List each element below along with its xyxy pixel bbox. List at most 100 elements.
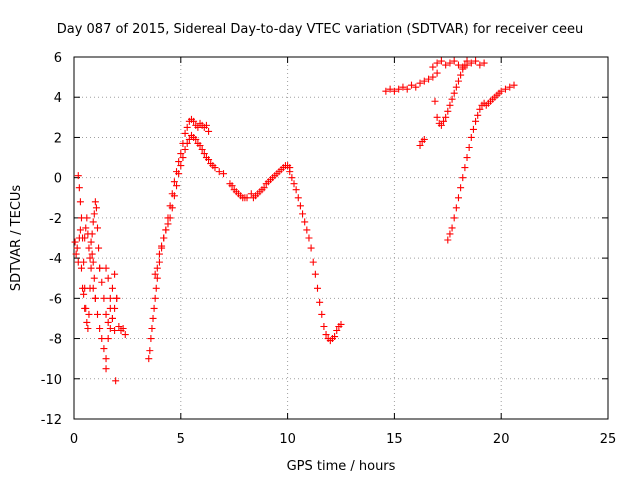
data-point	[220, 170, 228, 178]
series-arc-q	[444, 81, 518, 244]
data-point	[243, 194, 251, 202]
grid-layer	[74, 57, 608, 419]
data-point	[450, 57, 458, 65]
data-point	[215, 168, 223, 176]
data-point	[444, 236, 452, 244]
data-point	[301, 218, 309, 226]
data-point	[446, 101, 454, 109]
data-point	[198, 146, 206, 154]
data-point	[175, 158, 183, 166]
data-point	[247, 190, 255, 198]
data-point	[228, 182, 236, 190]
data-point	[185, 135, 193, 143]
data-point	[452, 204, 460, 212]
data-point	[151, 270, 159, 278]
data-point	[83, 318, 91, 326]
data-point	[80, 258, 88, 266]
data-point	[71, 238, 79, 246]
data-point	[299, 210, 307, 218]
data-point	[437, 57, 445, 65]
data-point	[173, 182, 181, 190]
series-arc-i	[155, 131, 228, 258]
data-point	[82, 224, 90, 232]
data-point	[463, 61, 471, 69]
data-point	[73, 244, 81, 252]
data-point	[454, 194, 462, 202]
data-point	[119, 325, 127, 332]
data-point	[318, 310, 326, 318]
data-point	[395, 85, 403, 93]
data-point	[311, 270, 319, 278]
data-point	[440, 117, 448, 125]
data-point	[467, 133, 475, 141]
data-point	[205, 156, 213, 164]
plot-frame	[73, 56, 609, 420]
data-point	[84, 325, 92, 332]
data-marks	[71, 57, 518, 385]
series-arc-e	[96, 264, 129, 339]
data-point	[147, 335, 155, 343]
data-point	[403, 85, 411, 93]
series-arc-f	[102, 264, 119, 335]
y-tick-label: -10	[41, 373, 62, 388]
data-point	[448, 95, 456, 103]
data-point	[407, 81, 415, 89]
data-point	[158, 242, 166, 250]
data-point	[106, 325, 114, 332]
data-point	[457, 184, 465, 192]
data-point	[183, 139, 191, 147]
data-point	[501, 85, 509, 93]
data-point	[205, 127, 213, 135]
data-point	[166, 214, 174, 222]
data-point	[149, 314, 157, 322]
data-point	[446, 59, 454, 67]
ticks-layer	[73, 56, 609, 420]
data-point	[431, 97, 439, 105]
data-point	[194, 123, 202, 131]
data-point	[437, 121, 445, 129]
data-point	[100, 345, 108, 353]
data-point	[77, 264, 85, 272]
data-point	[294, 194, 302, 202]
data-point	[146, 347, 154, 355]
data-point	[200, 150, 208, 158]
data-point	[433, 69, 441, 77]
data-point	[337, 320, 345, 328]
data-point	[450, 89, 458, 97]
data-point	[89, 258, 97, 266]
data-point	[83, 214, 91, 222]
data-point	[151, 294, 159, 302]
data-point	[100, 294, 108, 302]
data-point	[75, 184, 83, 192]
data-point	[81, 234, 89, 242]
data-point	[86, 254, 94, 262]
data-point	[76, 226, 84, 234]
data-point	[160, 234, 168, 242]
data-point	[91, 294, 99, 302]
series-arc-n	[416, 135, 428, 149]
data-point	[108, 314, 116, 322]
data-point	[472, 117, 480, 125]
series-arc-b	[74, 172, 99, 332]
data-point	[88, 230, 96, 238]
data-point	[96, 264, 104, 272]
x-tick-label: 15	[386, 432, 403, 447]
data-point	[150, 304, 158, 312]
y-tick-label: 6	[54, 51, 62, 66]
y-axis-label: SDTVAR / TECUs	[9, 185, 24, 292]
data-point	[104, 335, 112, 343]
data-point	[314, 284, 322, 292]
data-point	[316, 298, 324, 306]
data-point	[192, 135, 200, 143]
data-point	[92, 204, 100, 212]
data-point	[476, 61, 484, 69]
data-point	[202, 121, 210, 129]
data-point	[155, 250, 163, 258]
data-point	[260, 184, 268, 192]
data-point	[510, 81, 518, 89]
data-point	[420, 135, 428, 143]
data-point	[168, 204, 176, 212]
data-point	[309, 258, 317, 266]
data-point	[145, 355, 153, 363]
data-point	[183, 123, 191, 131]
